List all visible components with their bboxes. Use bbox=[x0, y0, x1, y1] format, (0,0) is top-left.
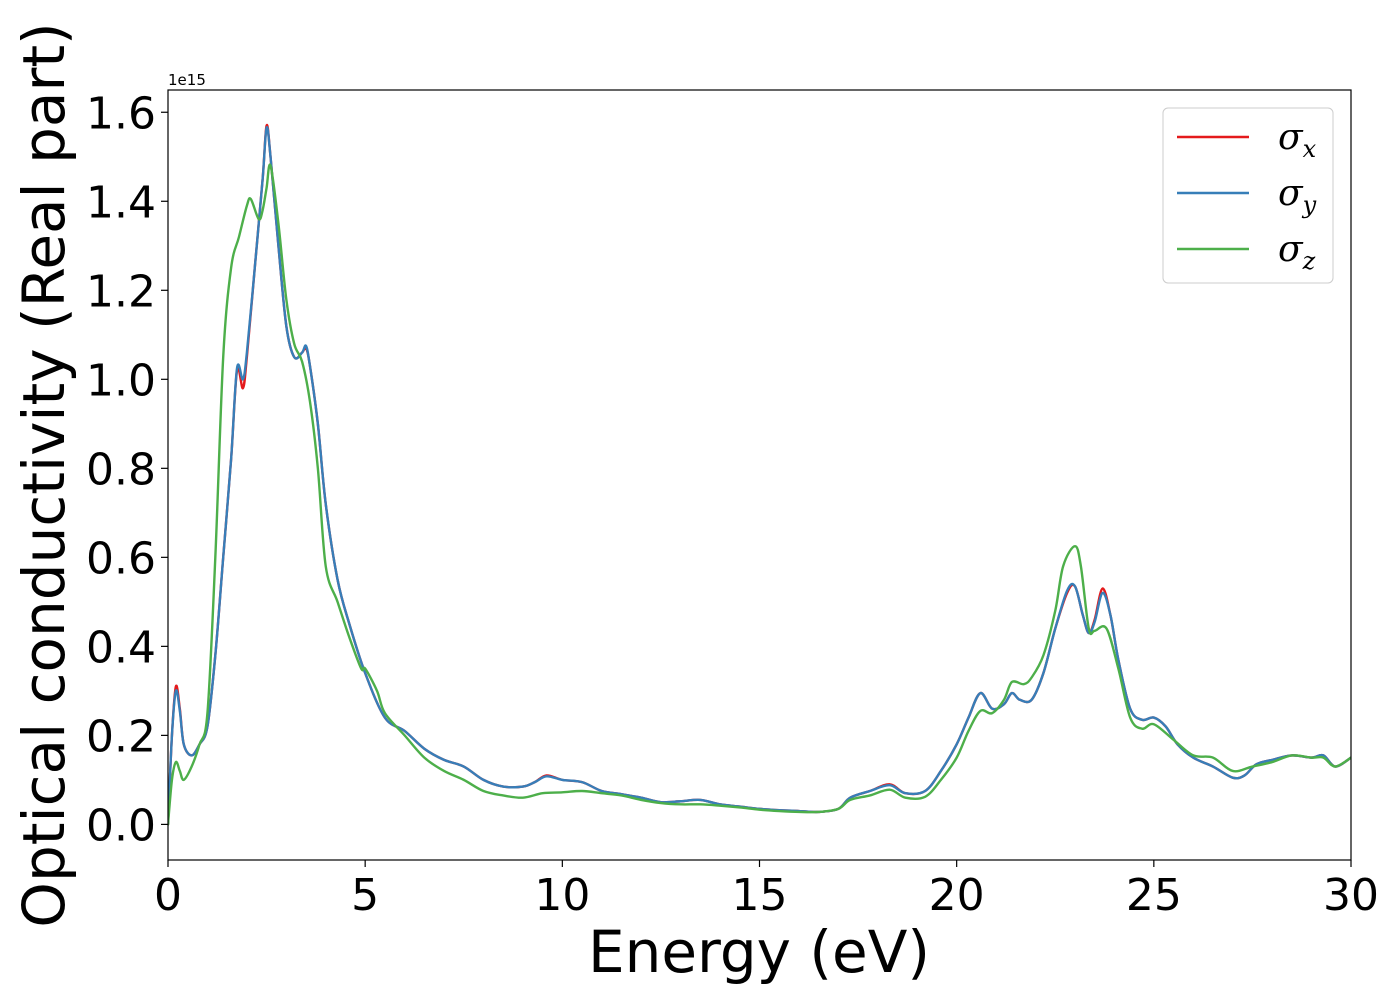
y-tick-label: 0.0 bbox=[86, 800, 156, 851]
legend-subscript: y bbox=[1302, 191, 1317, 219]
legend-label-y: σy bbox=[1278, 173, 1317, 219]
y-offset-label: 1e15 bbox=[168, 71, 206, 89]
y-tick-label: 0.4 bbox=[86, 622, 156, 673]
x-axis-ticks: 0 5 10 15 20 25 30 bbox=[154, 860, 1379, 921]
legend-label-x: σx bbox=[1278, 117, 1317, 163]
y-tick-label: 1.0 bbox=[86, 355, 156, 406]
x-tick-label: 0 bbox=[154, 870, 182, 921]
x-tick-label: 5 bbox=[351, 870, 379, 921]
legend-subscript: z bbox=[1302, 247, 1316, 275]
x-tick-label: 20 bbox=[929, 870, 985, 921]
x-tick-label: 25 bbox=[1126, 870, 1182, 921]
y-tick-label: 0.8 bbox=[86, 444, 156, 495]
series-line-z bbox=[168, 163, 1351, 826]
legend-box bbox=[1162, 107, 1334, 284]
x-tick-label: 30 bbox=[1323, 870, 1379, 921]
series-layer bbox=[168, 123, 1351, 826]
y-tick-label: 1.4 bbox=[86, 177, 156, 228]
y-tick-label: 1.6 bbox=[86, 88, 156, 139]
legend-symbol: σ bbox=[1278, 117, 1304, 158]
y-tick-label: 0.6 bbox=[86, 533, 156, 584]
legend-label-z: σz bbox=[1278, 229, 1316, 275]
x-tick-label: 10 bbox=[534, 870, 590, 921]
y-axis-label: Optical conductivity (Real part) bbox=[10, 22, 78, 927]
y-tick-label: 1.2 bbox=[86, 266, 156, 317]
legend-symbol: σ bbox=[1278, 229, 1304, 270]
y-axis-ticks: 0.0 0.2 0.4 0.6 0.8 1.0 1.2 1.4 1.6 bbox=[86, 88, 168, 851]
legend-subscript: x bbox=[1303, 135, 1317, 163]
y-tick-label: 0.2 bbox=[86, 711, 156, 762]
series-line-y bbox=[168, 126, 1351, 826]
legend-symbol: σ bbox=[1278, 173, 1304, 214]
x-axis-label: Energy (eV) bbox=[588, 918, 930, 986]
x-tick-label: 15 bbox=[732, 870, 788, 921]
